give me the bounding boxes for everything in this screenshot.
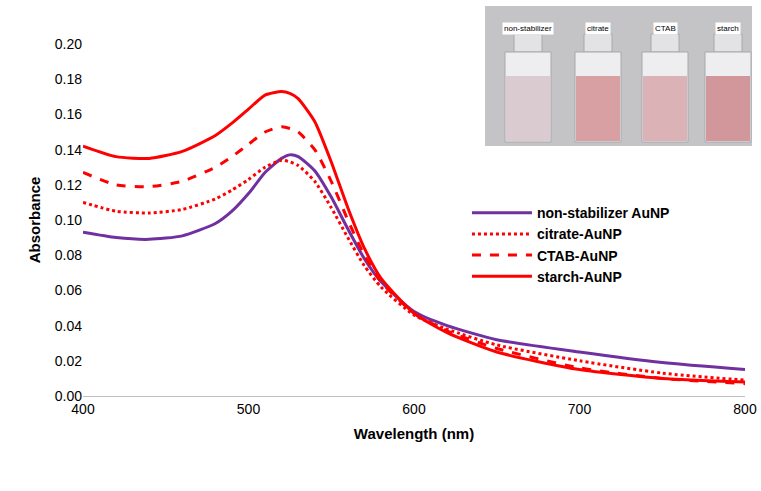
svg-text:0.14: 0.14 xyxy=(55,142,82,158)
svg-text:non-stabilizer AuNP: non-stabilizer AuNP xyxy=(537,205,670,221)
svg-text:citrate-AuNP: citrate-AuNP xyxy=(537,226,622,242)
svg-text:0.20: 0.20 xyxy=(55,36,82,52)
svg-text:starch-AuNP: starch-AuNP xyxy=(537,269,622,285)
svg-text:non-stabilizer: non-stabilizer xyxy=(504,24,552,33)
svg-text:Absorbance: Absorbance xyxy=(26,177,43,264)
svg-text:CTAB-AuNP: CTAB-AuNP xyxy=(537,248,618,264)
svg-text:starch: starch xyxy=(717,24,739,33)
svg-text:800: 800 xyxy=(733,401,757,417)
svg-text:0.18: 0.18 xyxy=(55,71,82,87)
svg-text:citrate: citrate xyxy=(587,24,609,33)
svg-text:CTAB: CTAB xyxy=(655,24,676,33)
svg-text:0.08: 0.08 xyxy=(55,247,82,263)
svg-text:700: 700 xyxy=(568,401,592,417)
svg-text:0.12: 0.12 xyxy=(55,177,82,193)
svg-text:0.02: 0.02 xyxy=(55,353,82,369)
svg-text:0.06: 0.06 xyxy=(55,282,82,298)
svg-text:0.10: 0.10 xyxy=(55,212,82,228)
svg-text:0.16: 0.16 xyxy=(55,106,82,122)
svg-text:500: 500 xyxy=(237,401,261,417)
svg-text:0.00: 0.00 xyxy=(55,388,82,404)
svg-text:0.04: 0.04 xyxy=(55,318,82,334)
svg-text:Wavelength (nm): Wavelength (nm) xyxy=(354,425,474,442)
svg-text:400: 400 xyxy=(71,401,95,417)
svg-text:600: 600 xyxy=(402,401,426,417)
